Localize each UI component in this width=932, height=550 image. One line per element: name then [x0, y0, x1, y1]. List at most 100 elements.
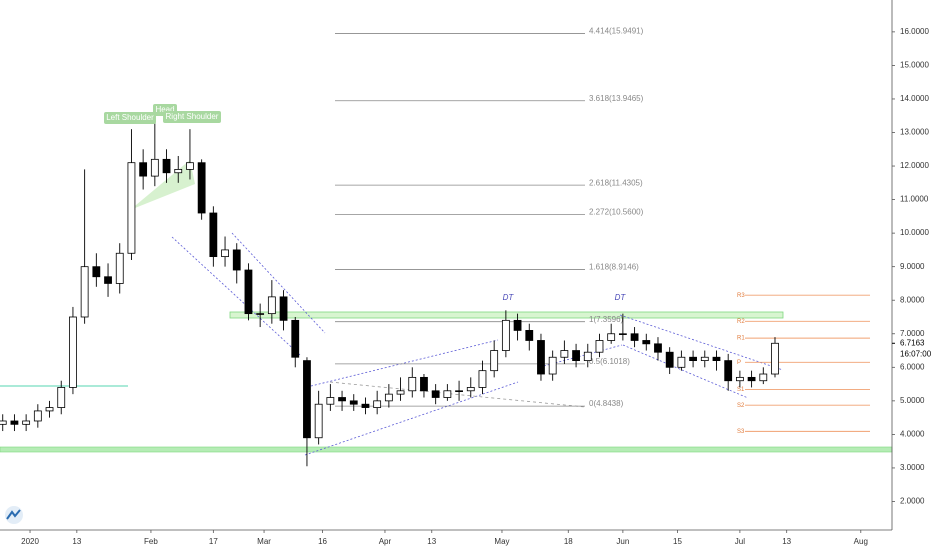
- annotation: Head: [155, 105, 174, 114]
- x-tick-label: May: [494, 537, 509, 546]
- candle-body: [431, 390, 440, 398]
- channel-line: [171, 236, 301, 356]
- candle-body: [150, 158, 159, 177]
- pivot-label: R1: [737, 336, 745, 342]
- candle-body: [420, 376, 428, 392]
- support-band: [0, 446, 893, 453]
- fib-label: 1(7.3596): [589, 315, 624, 324]
- candle-body: [689, 356, 697, 362]
- candle-body: [361, 403, 370, 408]
- candle-body: [303, 360, 311, 439]
- candle-body: [724, 360, 733, 382]
- candle-body: [759, 373, 768, 382]
- candle-body: [33, 410, 42, 422]
- channel-line: [231, 232, 326, 334]
- candle-body: [747, 376, 756, 382]
- candle-body: [279, 296, 288, 321]
- y-tick-label: 11.0000: [900, 195, 929, 204]
- pivot-label: S2: [737, 403, 745, 409]
- channel-line: [622, 344, 749, 399]
- candle-body: [455, 390, 463, 392]
- fib-label: 2.618(11.4305): [589, 178, 643, 187]
- x-tick-label: Jul: [735, 537, 745, 546]
- pivot-label: R2: [737, 319, 745, 325]
- candle-body: [221, 249, 229, 258]
- x-tick-label: Aug: [854, 537, 868, 546]
- candle-body: [45, 407, 54, 412]
- x-tick-label: 13: [782, 537, 791, 546]
- fib-label: 3.618(13.9465): [589, 94, 644, 103]
- candle-body: [0, 420, 7, 425]
- fib-label: 1.618(8.9146): [589, 263, 639, 272]
- channel-line: [304, 381, 519, 456]
- candle-body: [618, 333, 627, 335]
- candle-body: [338, 397, 346, 402]
- candle-body: [642, 340, 651, 345]
- candle-body: [490, 350, 499, 372]
- last-price: 6.7163: [900, 338, 925, 347]
- logo: [5, 506, 23, 524]
- candle-body: [654, 343, 662, 353]
- candle-body: [466, 387, 475, 392]
- candle-body: [139, 162, 148, 177]
- candle-body: [232, 249, 241, 271]
- candle-body: [408, 376, 417, 392]
- candle-body: [771, 342, 779, 375]
- x-tick-label: Feb: [144, 537, 158, 546]
- y-tick-label: 3.0000: [900, 463, 925, 472]
- candle-body: [174, 168, 183, 174]
- candle-body: [162, 158, 171, 174]
- candle-body: [548, 356, 557, 375]
- candle-body: [443, 390, 452, 398]
- candle-body: [630, 333, 639, 341]
- y-tick-label: 9.0000: [900, 262, 925, 271]
- candle-body: [22, 420, 31, 425]
- trend-channels: [171, 232, 784, 456]
- candle-body: [396, 390, 405, 395]
- candle-body: [595, 340, 604, 353]
- candle-body: [349, 400, 358, 405]
- candle-body: [256, 313, 265, 315]
- resistance-band: [229, 311, 784, 319]
- candle-body: [80, 266, 89, 318]
- y-tick-label: 10.0000: [900, 228, 929, 237]
- x-tick-label: Apr: [379, 537, 392, 546]
- y-tick-label: 16.0000: [900, 27, 929, 36]
- candle-body: [291, 319, 300, 358]
- candle-body: [572, 350, 580, 362]
- candle-body: [665, 351, 674, 368]
- candle-body: [127, 162, 136, 254]
- candle-body: [104, 276, 112, 284]
- candle-body: [10, 420, 19, 425]
- x-tick-label: 18: [564, 537, 573, 546]
- fib-label: 4.414(15.9491): [589, 27, 644, 36]
- x-tick-label: 2020: [21, 537, 39, 546]
- candle-body: [501, 319, 510, 351]
- pivot-label: P: [737, 360, 741, 366]
- fib-label: 2.272(10.5600): [589, 207, 644, 216]
- y-tick-label: 4.0000: [900, 430, 925, 439]
- fib-label: 0(4.8438): [589, 399, 624, 408]
- x-tick-label: Jun: [616, 537, 629, 546]
- y-tick-label: 8.0000: [900, 295, 925, 304]
- candle-body: [267, 296, 276, 315]
- x-tick-label: 13: [427, 537, 436, 546]
- y-tick-label: 13.0000: [900, 128, 929, 137]
- candle-body: [57, 387, 66, 408]
- candle-body: [197, 162, 206, 214]
- candle-body: [525, 330, 534, 341]
- candle-body: [513, 319, 522, 331]
- annotation-box: [163, 111, 221, 123]
- pivot-label: S1: [737, 387, 745, 393]
- x-tick-label: 15: [673, 537, 682, 546]
- candle-body: [186, 162, 194, 170]
- countdown: 16:07:00: [900, 349, 932, 358]
- y-tick-label: 12.0000: [900, 161, 929, 170]
- candle-body: [326, 397, 335, 405]
- annotation: Left Shoulder: [106, 113, 154, 122]
- candle-body: [115, 252, 124, 284]
- y-tick-label: 6.0000: [900, 362, 925, 371]
- candle-body: [478, 370, 487, 388]
